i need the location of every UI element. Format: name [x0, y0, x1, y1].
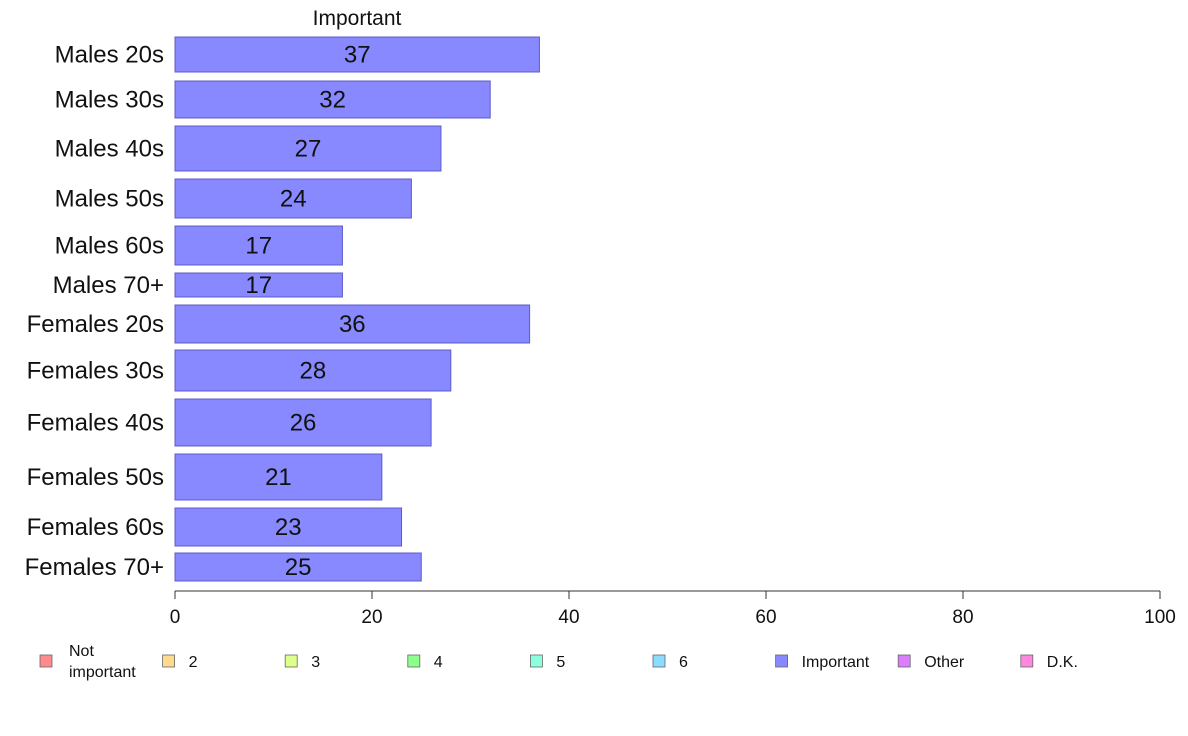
x-axis: 0 20 40 60 80 100	[170, 590, 1176, 628]
legend-label: 2	[189, 654, 198, 671]
x-tick-label: 80	[952, 607, 973, 628]
bar-females-20s	[174, 304, 531, 344]
legend-swatch-4	[407, 654, 421, 668]
category-label: Females 50s	[27, 464, 164, 491]
bar-males-70	[174, 272, 343, 298]
legend-label: 3	[311, 654, 320, 671]
legend-label: Other	[924, 654, 965, 671]
legend: Not important 2 3 4 5 6 Important Other D.K.	[39, 643, 1078, 681]
category-label: Females 60s	[27, 514, 164, 541]
data-label: 37	[344, 42, 371, 69]
legend-swatch-6	[652, 654, 666, 668]
legend-swatch-5	[530, 654, 543, 668]
legend-swatch-2	[162, 654, 176, 668]
category-label: Males 60s	[55, 233, 164, 260]
data-label: 17	[245, 272, 272, 299]
data-label: 21	[265, 464, 292, 491]
bar-males-20s	[174, 36, 540, 73]
data-label: 28	[300, 358, 327, 385]
bar-females-70	[174, 552, 422, 582]
legend-swatch-d-k	[1020, 654, 1034, 668]
series-title: Important	[313, 7, 402, 30]
bar-females-60s	[174, 507, 403, 547]
data-label: 24	[280, 186, 307, 213]
x-tick-label: 0	[170, 607, 181, 628]
bars-group: Males 20s 37 Males 30s 32 Males 40s 27 Males 5…	[25, 36, 540, 582]
legend-label: Important	[802, 654, 870, 671]
x-tick-label: 20	[361, 607, 382, 628]
data-label: 25	[285, 554, 312, 581]
bar-males-60s	[174, 225, 343, 266]
legend-label: D.K.	[1047, 654, 1078, 671]
category-label: Females 30s	[27, 358, 164, 385]
legend-label: 5	[556, 654, 565, 671]
data-label: 36	[339, 311, 366, 338]
legend-label: Not important	[69, 643, 136, 681]
category-label: Males 50s	[55, 186, 164, 213]
data-label: 23	[275, 514, 302, 541]
data-label: 32	[319, 87, 346, 114]
legend-swatch-3	[284, 654, 298, 668]
category-label: Males 30s	[55, 87, 164, 114]
x-tick-label: 60	[755, 607, 776, 628]
bar-males-30s	[174, 80, 491, 119]
data-label: 27	[295, 136, 322, 163]
bar-males-40s	[174, 125, 442, 172]
x-tick-label: 100	[1144, 607, 1176, 628]
data-label: 17	[245, 233, 272, 260]
legend-swatch-important	[775, 654, 788, 668]
category-label: Males 70+	[53, 272, 164, 299]
x-tick-label: 40	[558, 607, 579, 628]
bar-females-30s	[174, 349, 452, 392]
category-label: Males 20s	[55, 42, 164, 69]
data-label: 26	[290, 410, 317, 437]
bar-females-50s	[174, 453, 383, 501]
legend-swatch-not-important	[39, 654, 53, 668]
bar-males-50s	[174, 178, 412, 219]
category-label: Males 40s	[55, 136, 164, 163]
category-label: Females 70+	[25, 554, 164, 581]
category-label: Females 20s	[27, 311, 164, 338]
legend-swatch-other	[897, 654, 911, 668]
bar-females-40s	[174, 398, 432, 447]
category-label: Females 40s	[27, 410, 164, 437]
legend-label: 6	[679, 654, 688, 671]
legend-label: 4	[434, 654, 443, 671]
